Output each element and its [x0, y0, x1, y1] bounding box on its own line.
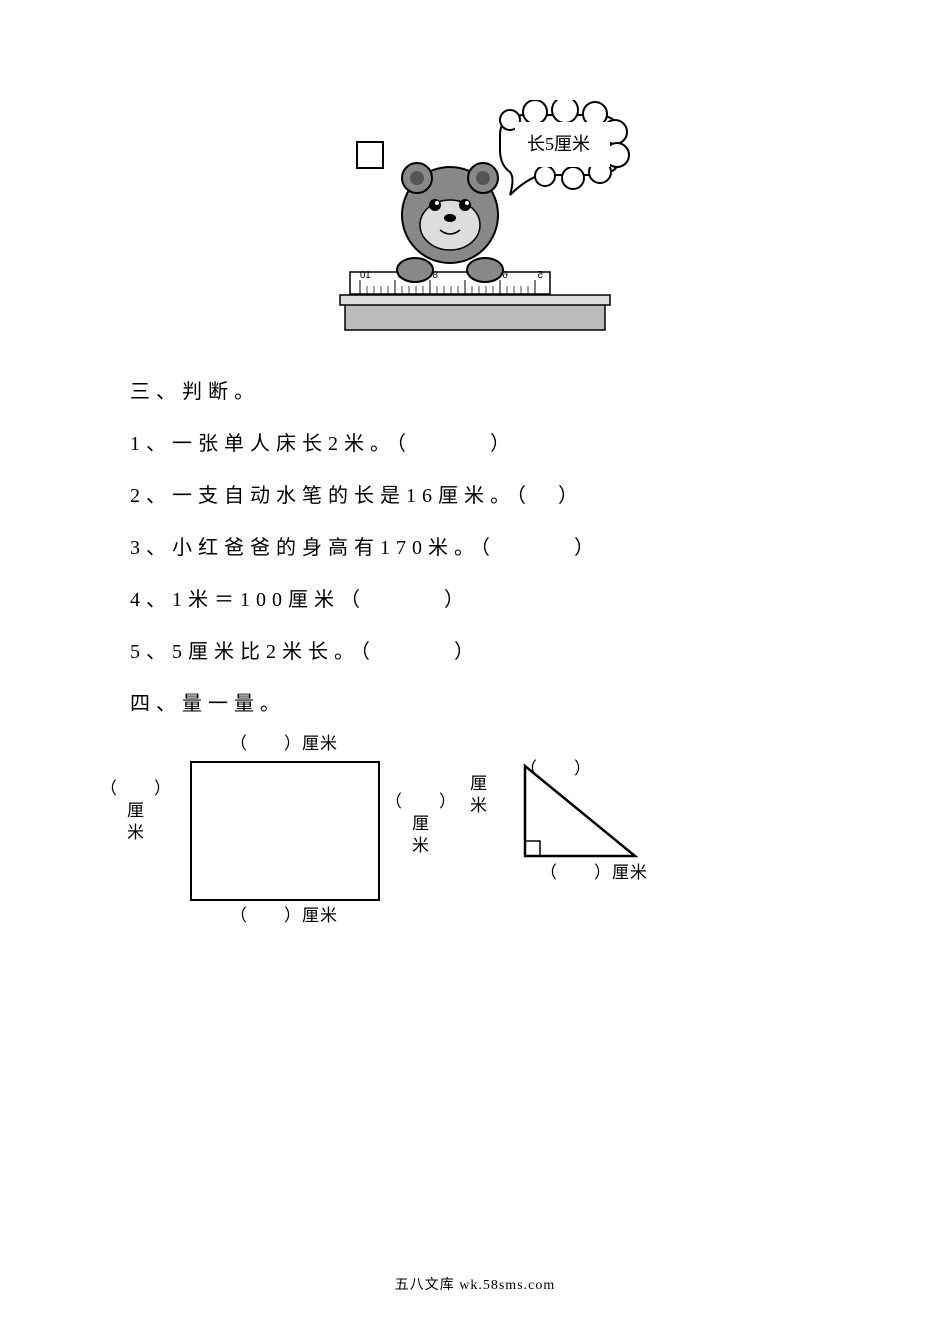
rect-left-label: （ ） 厘 米 [100, 778, 172, 844]
section-3-heading: 三、判断。 [130, 370, 820, 414]
tri-left-label: 厘 米 [470, 773, 488, 817]
section-4-heading: 四、量一量。 [130, 682, 820, 726]
tri-bottom-label: （ ）厘米 [540, 863, 648, 883]
page-footer: 五八文库 wk.58sms.com [0, 1274, 950, 1294]
bear-ruler-figure: 5 6 7 8 9 10 [315, 100, 635, 340]
triangle-measure: （ ） 厘 米 （ ）厘米 [460, 751, 690, 931]
rect-bottom-label: （ ）厘米 [230, 906, 338, 926]
rect-top-label: （ ）厘米 [230, 734, 338, 754]
rect-right-label: （ ） 厘 米 [385, 791, 457, 857]
q3-2: 2、一支自动水笔的长是16厘米。（ ） [130, 474, 820, 518]
bear-illustration: 5 6 7 8 9 10 [315, 100, 635, 340]
svg-text:5: 5 [537, 270, 543, 281]
triangle-svg [520, 761, 670, 871]
svg-text:10: 10 [359, 270, 371, 281]
q3-1: 1、一张单人床长2米。（ ） [130, 422, 820, 466]
q3-4: 4、1米＝100厘米（ ） [130, 578, 820, 622]
worksheet-content: 三、判断。 1、一张单人床长2米。（ ） 2、一支自动水笔的长是16厘米。（ ）… [130, 370, 820, 936]
rectangle-measure: （ ）厘米 （ ） 厘 米 （ ） 厘 米 （ ）厘米 [130, 736, 420, 936]
rectangle-box [190, 761, 380, 901]
measure-shapes: （ ）厘米 （ ） 厘 米 （ ） 厘 米 （ ）厘米 （ ） 厘 米 [130, 736, 820, 936]
q3-3: 3、小红爸爸的身高有170米。（ ） [130, 526, 820, 570]
speech-bubble-text: 长5厘米 [527, 134, 590, 154]
q3-5: 5、5厘米比2米长。（ ） [130, 630, 820, 674]
